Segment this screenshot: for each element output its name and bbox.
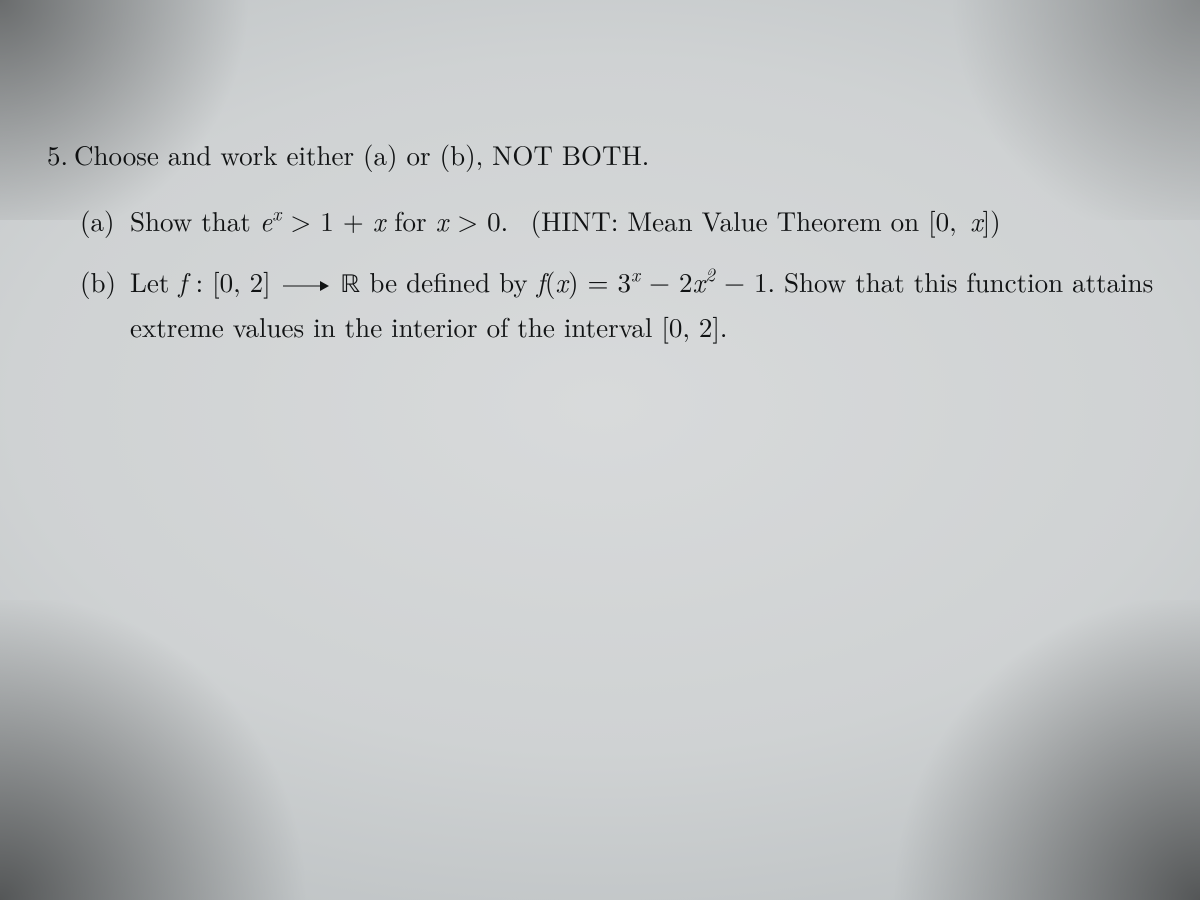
problem-number: 5.: [20, 135, 74, 174]
photo-vignette: [880, 600, 1200, 900]
prompt-emphasis: NOT BOTH.: [492, 135, 649, 173]
sub-item-b-body: Let f : [0, 2] ℝ be defined by f(x) = 3x…: [130, 261, 1160, 347]
sub-item-a-body: Show that ex > 1 + x for x > 0. (HINT: M…: [130, 200, 1160, 241]
photo-vignette: [0, 600, 320, 900]
sub-item-label: (a): [80, 200, 130, 241]
sub-item-label: (b): [80, 261, 130, 347]
exam-problem: 5. Choose and work either (a) or (b), NO…: [20, 135, 1160, 367]
problem-prompt: 5. Choose and work either (a) or (b), NO…: [20, 135, 1160, 174]
sub-item-a: (a) Show that ex > 1 + x for x > 0. (HIN…: [80, 200, 1160, 241]
sub-items: (a) Show that ex > 1 + x for x > 0. (HIN…: [80, 200, 1160, 347]
sub-item-b: (b) Let f : [0, 2] ℝ be defined by f(x) …: [80, 261, 1160, 347]
problem-prompt-text: Choose and work either (a) or (b), NOT B…: [74, 135, 649, 174]
prompt-text: Choose and work either (a) or (b),: [74, 135, 492, 173]
